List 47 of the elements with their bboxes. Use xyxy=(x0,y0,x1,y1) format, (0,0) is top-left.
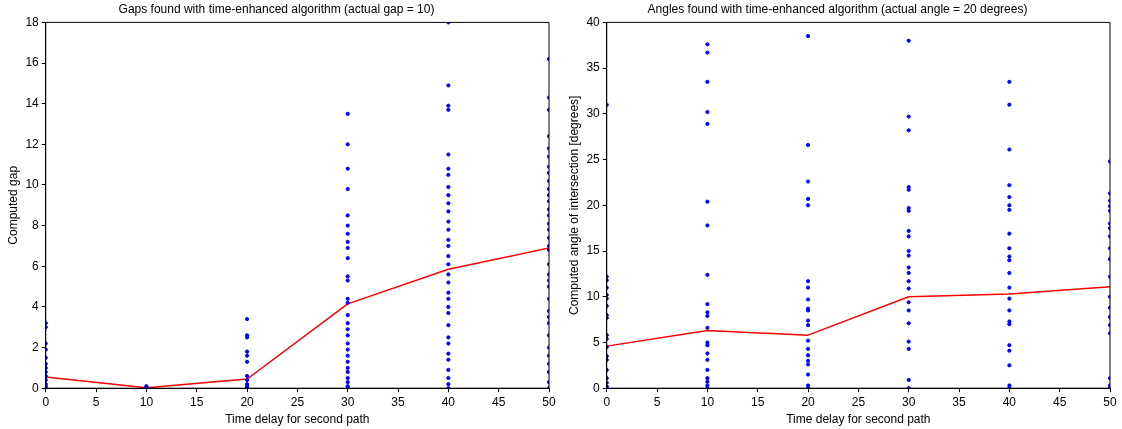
y-tick-label: 20 xyxy=(586,197,601,212)
x-tick-label: 20 xyxy=(801,394,816,409)
x-tick-label: 40 xyxy=(441,394,456,409)
y-tick-label: 5 xyxy=(593,334,601,349)
x-tick-label: 5 xyxy=(92,394,100,409)
y-tick-label: 6 xyxy=(32,258,40,273)
y-axis-title: Computed gap xyxy=(5,165,20,245)
x-tick-label: 35 xyxy=(952,394,967,409)
x-tick-label: 15 xyxy=(751,394,765,409)
x-tick-label: 25 xyxy=(851,394,866,409)
y-tick-label: 35 xyxy=(586,60,601,75)
y-tick-label: 25 xyxy=(586,151,601,166)
x-tick-label: 40 xyxy=(1002,394,1017,409)
y-tick-label: 16 xyxy=(25,55,40,70)
x-tick-label: 10 xyxy=(139,394,154,409)
y-axis-title: Computed angle of intersection [degrees] xyxy=(566,95,581,316)
y-tick-label: 10 xyxy=(25,177,40,192)
x-tick-label: 35 xyxy=(391,394,406,409)
x-tick-label: 25 xyxy=(290,394,305,409)
chart-title: Gaps found with time-enhanced algorithm (actual gap = 10) xyxy=(118,1,435,16)
x-tick-label: 0 xyxy=(603,394,611,409)
y-tick-label: 8 xyxy=(32,217,40,232)
y-tick-label: 0 xyxy=(32,380,40,395)
x-tick-label: 5 xyxy=(653,394,661,409)
y-tick-label: 2 xyxy=(32,339,40,354)
y-tick-label: 4 xyxy=(32,299,40,314)
x-tick-label: 45 xyxy=(1053,394,1067,409)
y-tick-label: 12 xyxy=(25,136,40,151)
y-tick-label: 30 xyxy=(586,106,601,121)
x-tick-label: 15 xyxy=(190,394,204,409)
x-tick-label: 10 xyxy=(700,394,715,409)
x-tick-label: 30 xyxy=(902,394,916,409)
x-tick-label: 20 xyxy=(240,394,255,409)
chart-title: Angles found with time-enhanced algorithm (actual angle = 20 degrees) xyxy=(647,1,1028,16)
x-tick-label: 45 xyxy=(492,394,506,409)
x-tick-label: 30 xyxy=(341,394,355,409)
x-axis-title: Time delay for second path xyxy=(225,412,370,427)
y-tick-label: 14 xyxy=(25,96,40,110)
y-tick-label: 18 xyxy=(25,14,40,29)
x-axis-title: Time delay for second path xyxy=(786,412,931,427)
y-tick-label: 15 xyxy=(586,243,601,258)
y-tick-label: 40 xyxy=(586,14,601,29)
x-tick-label: 0 xyxy=(42,394,50,409)
x-tick-label: 50 xyxy=(1103,394,1117,409)
y-tick-label: 10 xyxy=(586,289,601,304)
x-tick-label: 50 xyxy=(542,394,556,409)
y-tick-label: 0 xyxy=(593,380,601,395)
